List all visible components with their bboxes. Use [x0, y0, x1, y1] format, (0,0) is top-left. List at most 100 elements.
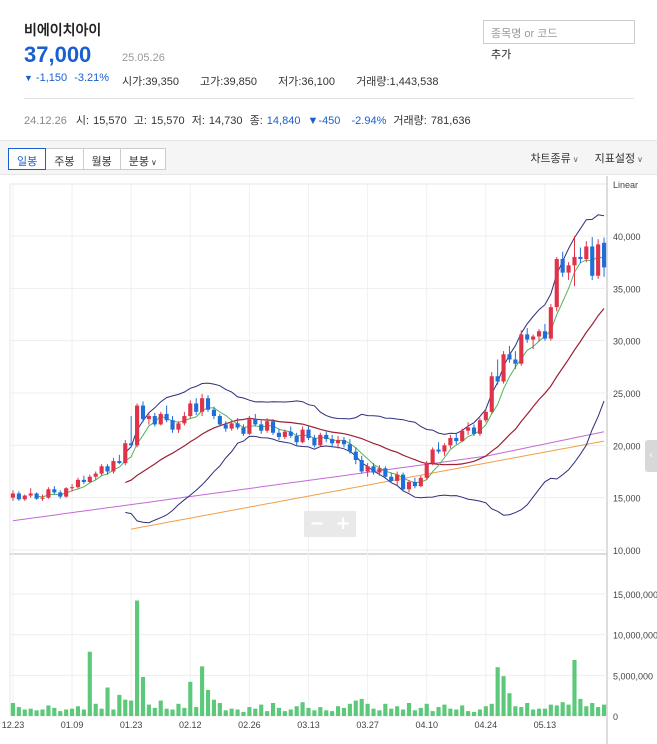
- volume-bar: [483, 706, 488, 716]
- open-stat: 시가:39,350: [122, 76, 179, 88]
- down-triangle-icon: ▼: [24, 73, 33, 83]
- candle-body: [412, 481, 417, 487]
- candle-body: [365, 466, 370, 472]
- candle-body: [294, 435, 299, 443]
- indicator-settings-dropdown[interactable]: 지표설정 ∨: [594, 152, 643, 165]
- candle-body: [241, 427, 246, 434]
- volume-bar: [288, 709, 293, 716]
- volume-bar: [584, 706, 589, 716]
- chevron-down-icon: ∨: [637, 155, 643, 164]
- volume-bar: [406, 702, 412, 716]
- hover-change-pct: -2.94%: [351, 115, 387, 127]
- divider: [24, 98, 634, 99]
- tab-daily[interactable]: 일봉: [8, 148, 47, 170]
- candle-body: [471, 427, 477, 434]
- volume-bar: [117, 694, 122, 716]
- side-panel-toggle[interactable]: ‹: [645, 440, 657, 472]
- candle-body: [418, 477, 423, 487]
- candle-body: [22, 495, 27, 500]
- volume-bar: [176, 703, 181, 716]
- volume-tick-label: 10,000,000: [613, 631, 657, 641]
- candle-body: [158, 413, 163, 425]
- candle-body: [513, 359, 518, 364]
- volume-bar: [10, 702, 16, 716]
- quote-date: 25.05.26: [122, 52, 165, 64]
- date-tick-label: 05.13: [534, 720, 557, 730]
- candle-body: [105, 466, 110, 472]
- candle-body: [584, 246, 589, 260]
- candle-body: [69, 487, 75, 489]
- volume-bar: [424, 703, 429, 716]
- chart-toolbar: 일봉 주봉 월봉 분봉 ∨ 차트종류 ∨ 지표설정 ∨: [0, 140, 657, 175]
- candle-body: [235, 423, 240, 428]
- candle-body: [300, 429, 305, 443]
- volume-bar: [341, 707, 347, 716]
- candle-body: [406, 481, 412, 490]
- tab-monthly[interactable]: 월봉: [82, 148, 121, 170]
- bollinger-upper-line: [124, 214, 605, 453]
- price-tick-label: 25,000: [613, 389, 641, 399]
- candle-body: [359, 459, 364, 472]
- candle-body: [52, 489, 57, 493]
- volume-bar: [300, 702, 305, 716]
- volume-bar: [58, 711, 63, 716]
- candle-body: [395, 474, 400, 481]
- zoom-in-button[interactable]: +: [335, 513, 351, 534]
- volume-bar: [140, 676, 146, 716]
- candle-body: [152, 416, 157, 425]
- volume-bar: [312, 710, 317, 716]
- volume-bar: [495, 667, 500, 716]
- candle-body: [489, 376, 494, 412]
- chevron-left-icon: ‹: [649, 450, 653, 461]
- volume-bar: [507, 693, 512, 716]
- volume-bar: [87, 651, 92, 716]
- stock-search-input[interactable]: 종목명 or 코드: [483, 20, 635, 44]
- candle-body: [253, 419, 258, 425]
- volume-bar: [146, 704, 151, 716]
- candle-body: [531, 336, 536, 340]
- volume-bar: [330, 711, 335, 716]
- chart-area[interactable]: 40,000 35,000 30,000 25,000 20,000 15,000 10,0…: [0, 176, 657, 744]
- volume-bar: [489, 703, 494, 716]
- zoom-out-button[interactable]: −: [309, 513, 325, 534]
- tab-weekly[interactable]: 주봉: [45, 148, 84, 170]
- add-button[interactable]: 추가: [491, 48, 512, 61]
- candle-body: [146, 416, 151, 420]
- volume-bar: [395, 706, 400, 716]
- candle-body: [330, 439, 335, 444]
- chart-type-dropdown[interactable]: 차트종류 ∨: [530, 152, 579, 165]
- candle-body: [335, 440, 341, 444]
- date-tick-label: 12.23: [2, 720, 25, 730]
- stock-header: 비에이치아이 37,000 25.05.26 ▼ -1,150 -3.21% 시가…: [0, 0, 657, 140]
- candle-body: [341, 440, 347, 445]
- volume-bar: [170, 709, 175, 716]
- volume-bar: [241, 711, 246, 716]
- volume-bar: [519, 707, 524, 716]
- candle-body: [383, 468, 388, 477]
- date-tick-label: 04.24: [475, 720, 498, 730]
- candle-body: [454, 438, 459, 442]
- volume-bar: [52, 707, 57, 716]
- ma120-line: [131, 440, 605, 530]
- candle-body: [318, 434, 323, 446]
- volume-bar: [22, 709, 27, 716]
- bollinger-lower-line: [125, 400, 605, 524]
- price-volume-chart[interactable]: 40,000 35,000 30,000 25,000 20,000 15,000 10,0…: [0, 176, 657, 744]
- volume-bar: [93, 703, 98, 716]
- volume-bar: [69, 708, 75, 716]
- candle-body: [460, 430, 465, 442]
- tab-minute[interactable]: 분봉 ∨: [119, 148, 166, 170]
- chart-options: 차트종류 ∨ 지표설정 ∨: [530, 150, 643, 166]
- volume-bar: [99, 708, 104, 716]
- date-tick-label: 01.23: [120, 720, 143, 730]
- volume-bar: [401, 709, 406, 716]
- hover-volume: 781,636: [430, 115, 471, 127]
- candle-body: [401, 474, 406, 490]
- price-tick-label: 35,000: [613, 284, 641, 294]
- volume-bar: [282, 711, 287, 716]
- volume-bar: [448, 708, 453, 716]
- volume-bar: [371, 708, 376, 716]
- volume-bar: [105, 687, 110, 716]
- high-stat: 고가:39,850: [200, 76, 257, 88]
- candle-body: [276, 432, 282, 437]
